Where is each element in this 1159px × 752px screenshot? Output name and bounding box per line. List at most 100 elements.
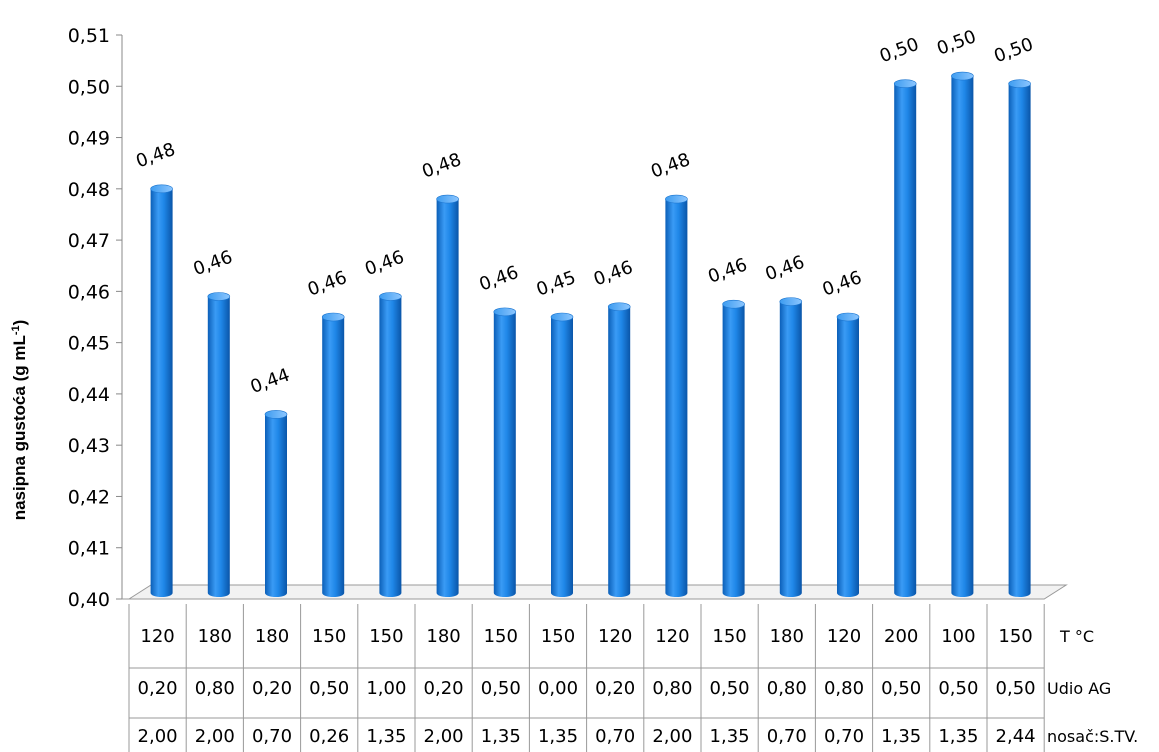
bar-cap <box>779 297 803 306</box>
y-tick-label: 0,44 <box>68 384 110 406</box>
table-cell: 150 <box>312 626 346 647</box>
table-cell: 180 <box>255 626 289 647</box>
table-cell: 0,80 <box>195 678 235 699</box>
bar-cap <box>264 410 288 419</box>
data-label: 0,46 <box>362 247 407 280</box>
table-cell: 1,35 <box>481 726 521 747</box>
bar-cap <box>836 312 860 322</box>
data-label: 0,50 <box>877 34 922 67</box>
y-tick-label: 0,43 <box>68 435 110 457</box>
table-cell: 0,26 <box>309 726 349 747</box>
table-cell: 0,50 <box>938 678 978 699</box>
table-row-name: Udio AG <box>1047 679 1111 698</box>
data-label: 0,46 <box>591 257 636 290</box>
y-tick-label: 0,50 <box>68 76 110 98</box>
table-cell: 1,35 <box>710 726 750 747</box>
table-cell: 200 <box>884 626 918 647</box>
table-cell: 150 <box>998 626 1032 647</box>
bar <box>493 307 517 597</box>
bar-cap <box>893 79 917 89</box>
table-row-name: nosač:S.TV. <box>1047 727 1138 746</box>
table-row-name: T °C <box>1059 627 1094 646</box>
table-cell: 150 <box>712 626 746 647</box>
table-cell: 2,00 <box>195 726 235 747</box>
y-tick-label: 0,41 <box>68 538 110 560</box>
bar <box>779 297 803 597</box>
data-label: 0,46 <box>762 252 807 285</box>
data-label: 0,46 <box>305 267 350 300</box>
table-cell: 1,00 <box>366 678 406 699</box>
table-cell: 1,35 <box>366 726 406 747</box>
bar <box>951 71 974 597</box>
bar <box>150 184 173 597</box>
bar-cap <box>150 184 173 194</box>
data-label: 0,46 <box>476 262 521 295</box>
bar-cap <box>207 292 231 301</box>
bar-body <box>493 311 516 597</box>
data-label: 0,46 <box>820 267 865 300</box>
table-cell: 180 <box>198 626 232 647</box>
table-cell: 1,35 <box>938 726 978 747</box>
bar-body <box>322 317 345 597</box>
bar-cap <box>493 307 517 317</box>
bar-body <box>150 188 173 597</box>
bar <box>321 312 345 597</box>
bar <box>264 410 288 597</box>
table-cell: 1,35 <box>881 726 921 747</box>
table-cell: 2,00 <box>424 726 464 747</box>
bars-layer <box>150 71 1031 597</box>
data-label: 0,45 <box>534 267 579 300</box>
y-axis-title: nasipna gustoća (g mL-1) <box>10 320 29 521</box>
bar-cap <box>607 302 631 312</box>
table-cell: 0,50 <box>481 678 521 699</box>
table-cell: 180 <box>426 626 460 647</box>
table-cell: 2,00 <box>138 726 178 747</box>
y-tick-label: 0,45 <box>68 333 110 355</box>
bar <box>379 292 402 597</box>
bar-body <box>722 304 745 597</box>
table-cell: 0,80 <box>824 678 864 699</box>
bar-body <box>665 199 688 597</box>
floor-plane <box>127 584 1068 600</box>
bar-cap <box>665 194 688 204</box>
y-tick-label: 0,51 <box>68 25 110 47</box>
table-cell: 150 <box>541 626 575 647</box>
table-cell: 120 <box>655 626 689 647</box>
bar <box>550 312 574 597</box>
table-cell: 120 <box>598 626 632 647</box>
y-tick-label: 0,49 <box>68 128 110 150</box>
data-label: 0,48 <box>133 139 178 172</box>
table-cell: 0,50 <box>710 678 750 699</box>
bar-body <box>436 199 459 597</box>
bar-cap <box>722 299 745 309</box>
data-label: 0,48 <box>648 149 693 182</box>
bar <box>436 194 459 597</box>
y-tick-label: 0,40 <box>68 589 110 611</box>
y-tick-label: 0,48 <box>68 179 110 201</box>
table-cell: 120 <box>827 626 861 647</box>
bar <box>722 299 745 597</box>
data-label: 0,50 <box>991 34 1036 67</box>
bar-cap <box>379 292 402 301</box>
bar <box>1008 79 1031 597</box>
table-cell: 0,80 <box>767 678 807 699</box>
bar-body <box>1008 83 1031 597</box>
bar-cap <box>436 194 459 204</box>
table-cell: 1,35 <box>538 726 578 747</box>
data-table: 120 180 180 150 150 180 150 150 120 120 150 180 120 2… <box>128 604 1138 752</box>
table-cell: 180 <box>770 626 804 647</box>
table-cell: 0,70 <box>595 726 635 747</box>
bar-body <box>894 83 917 597</box>
y-tick-label: 0,42 <box>68 486 110 508</box>
data-label: 0,46 <box>190 247 235 280</box>
bar-cap <box>550 312 574 322</box>
table-cell: 120 <box>140 626 174 647</box>
data-label: 0,50 <box>934 26 979 59</box>
table-cell: 150 <box>369 626 403 647</box>
y-tick-label: 0,46 <box>68 281 110 303</box>
bar <box>607 302 631 597</box>
bar <box>665 194 688 597</box>
table-cell: 0,80 <box>652 678 692 699</box>
bar-body <box>608 306 631 597</box>
